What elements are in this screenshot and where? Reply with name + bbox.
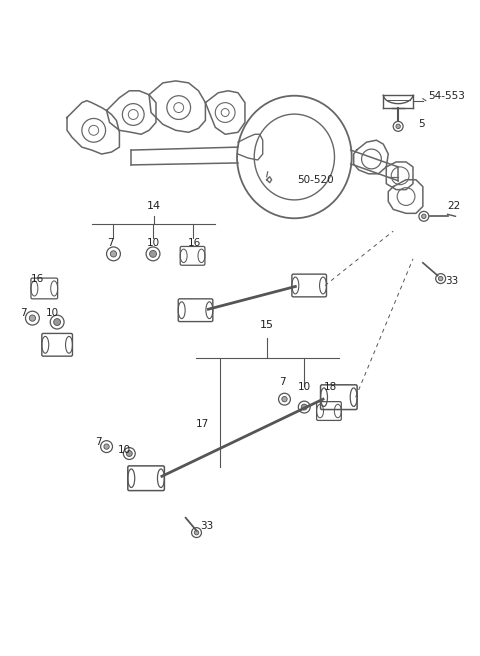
Text: 7: 7 [21, 308, 27, 318]
Circle shape [110, 251, 117, 257]
Text: 50-520: 50-520 [297, 174, 334, 185]
Text: 7: 7 [107, 238, 114, 248]
Text: 7: 7 [279, 377, 286, 387]
Circle shape [438, 276, 443, 281]
Text: 5: 5 [418, 119, 424, 129]
Text: 33: 33 [201, 521, 214, 531]
Circle shape [282, 396, 287, 402]
Text: 18: 18 [324, 382, 337, 392]
Circle shape [301, 404, 307, 410]
Text: 15: 15 [260, 320, 274, 330]
Circle shape [396, 124, 400, 129]
Text: 17: 17 [196, 419, 209, 429]
Text: 7: 7 [95, 437, 101, 447]
Text: 16: 16 [188, 238, 201, 248]
Text: 10: 10 [46, 308, 60, 318]
Circle shape [54, 319, 60, 325]
Text: 16: 16 [30, 274, 44, 283]
Text: 33: 33 [445, 276, 459, 285]
Circle shape [194, 531, 199, 535]
Text: 54-553: 54-553 [428, 91, 465, 101]
Text: 14: 14 [146, 201, 161, 211]
Circle shape [421, 214, 426, 218]
Text: 22: 22 [447, 201, 461, 211]
Text: 10: 10 [118, 445, 131, 455]
Text: 10: 10 [146, 238, 159, 248]
Circle shape [104, 444, 109, 449]
Circle shape [29, 315, 36, 321]
Circle shape [126, 451, 132, 457]
Circle shape [150, 251, 156, 257]
Text: 10: 10 [298, 382, 311, 392]
